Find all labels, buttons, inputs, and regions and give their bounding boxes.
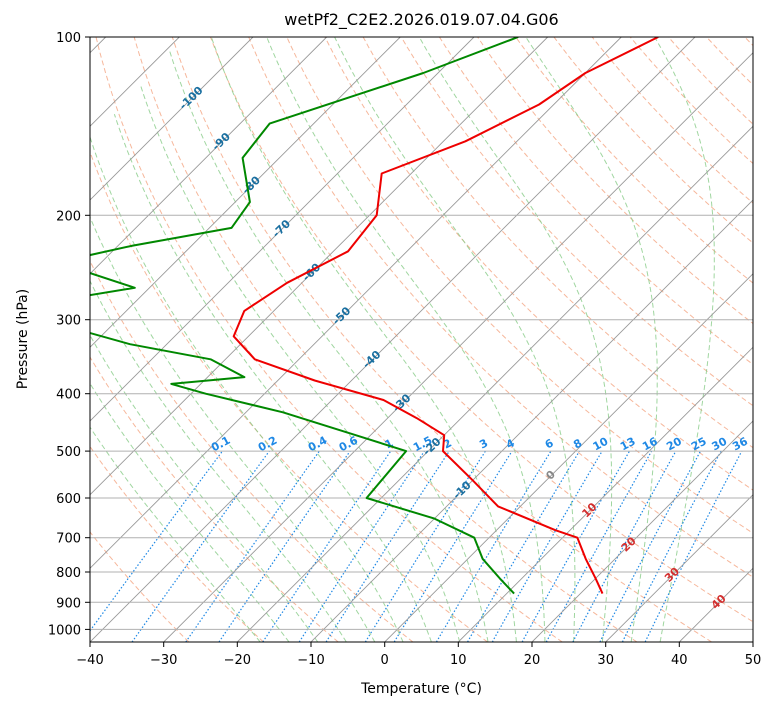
moist-adiabat-line — [525, 37, 658, 642]
y-tick-label: 900 — [56, 596, 81, 611]
mixing-ratio-label: 20 — [664, 435, 684, 454]
dry-adiabat-line — [90, 150, 488, 642]
moist-adiabat-line — [654, 37, 715, 642]
dry-adiabat-line — [400, 37, 753, 407]
x-tick-label: 20 — [524, 653, 541, 668]
isotherm-line — [90, 37, 475, 422]
axes: −40 −30 −20 −10 0 10 20 30 40 50 100 200 300 400 500 60… — [48, 31, 761, 668]
y-tick-label: 600 — [56, 492, 81, 507]
dry-adiabat-line — [133, 37, 638, 642]
isotherm-line — [90, 37, 622, 569]
y-tick-label: 200 — [56, 209, 81, 224]
mixing-ratio-line — [521, 450, 631, 642]
mixing-ratio-label: 16 — [640, 435, 660, 454]
mixing-ratio-line — [435, 450, 552, 642]
mixing-ratio-label: 36 — [730, 435, 750, 454]
mixing-ratio-line — [393, 450, 513, 642]
y-tick-label: 800 — [56, 566, 81, 581]
dry-adiabat-line — [248, 37, 753, 578]
mixing-ratio-line — [218, 450, 351, 642]
moist-adiabat-line — [334, 37, 576, 642]
y-tick-label: 300 — [56, 314, 81, 329]
profile-series — [90, 37, 659, 595]
isotherm-line — [90, 37, 401, 348]
isotherm-line — [90, 37, 328, 275]
dry-adiabat-line — [286, 37, 753, 534]
dry-adiabat-line — [90, 259, 414, 642]
mixing-ratio-line — [621, 450, 722, 642]
x-tick-label: 10 — [450, 653, 467, 668]
mixing-ratio-line — [131, 450, 270, 642]
isotherm-line — [531, 420, 753, 642]
dry-adiabat-line — [90, 356, 339, 642]
dry-adiabat-line — [171, 37, 712, 642]
plot-frame — [89, 36, 754, 643]
isotherm-line — [457, 346, 753, 642]
mixing-ratio-line — [185, 450, 320, 642]
dry-adiabat-line — [324, 37, 753, 491]
chart-title: wetPf2_C2E2.2026.019.07.04.G06 — [284, 10, 558, 30]
moist-adiabat-line — [418, 37, 613, 642]
mixing-ratio-line — [325, 450, 450, 642]
mixing-ratio-line — [298, 450, 425, 642]
dry-adiabat-line — [90, 531, 190, 642]
mixing-ratio-label: 25 — [689, 435, 709, 454]
temperature-profile-line — [232, 37, 659, 595]
mixing-ratio-line — [90, 450, 223, 632]
y-tick-label: 1000 — [48, 623, 81, 638]
isotherm-line — [90, 37, 696, 642]
dry-adiabat-line — [438, 37, 753, 366]
background-lines — [90, 37, 753, 642]
isotherm-line — [310, 199, 753, 642]
mixing-ratio-line — [644, 450, 743, 642]
y-tick-label: 400 — [56, 388, 81, 403]
mixing-ratio-line — [599, 450, 702, 642]
dry-adiabat-line — [553, 37, 753, 244]
y-tick-label: 700 — [56, 532, 81, 547]
x-tick-label: −40 — [76, 653, 103, 668]
x-tick-label: −30 — [150, 653, 177, 668]
y-tick-label: 500 — [56, 445, 81, 460]
moist-adiabat-line — [113, 114, 432, 642]
moist-adiabat-line — [90, 426, 261, 642]
dry-adiabat-line — [477, 37, 753, 325]
dry-adiabat-line — [591, 37, 753, 204]
isotherm-line — [90, 37, 549, 496]
mixing-ratio-label: 30 — [710, 435, 730, 454]
moist-adiabat-line — [210, 37, 517, 642]
x-tick-label: −20 — [224, 653, 251, 668]
x-tick-label: 0 — [381, 653, 389, 668]
isotherm-line — [605, 494, 753, 642]
mixing-ratio-label: 13 — [618, 435, 638, 454]
mixing-ratio-line — [364, 450, 486, 642]
x-tick-label: 50 — [745, 653, 762, 668]
x-tick-label: 40 — [671, 653, 688, 668]
x-axis-label: Temperature (°C) — [360, 681, 482, 697]
isotherm-line — [163, 52, 753, 642]
mixing-ratio-line — [262, 450, 392, 642]
y-tick-label: 100 — [56, 31, 81, 46]
moist-adiabat-line — [139, 83, 461, 642]
moist-adiabat-line — [266, 37, 546, 642]
y-axis-label: Pressure (hPa) — [15, 289, 31, 389]
dry-adiabat-line — [95, 37, 563, 642]
x-tick-label: 30 — [597, 653, 614, 668]
isotherm-line — [90, 37, 254, 201]
isotherm-line — [236, 125, 753, 642]
mixing-ratio-label: 10 — [591, 435, 611, 454]
x-tick-label: −10 — [297, 653, 324, 668]
moist-adiabat-line — [168, 49, 489, 642]
isotherm-line — [384, 273, 753, 642]
mixing-ratio-line — [572, 450, 677, 642]
dewpoint-profile-line — [90, 37, 519, 595]
dry-adiabat-line — [210, 37, 753, 623]
